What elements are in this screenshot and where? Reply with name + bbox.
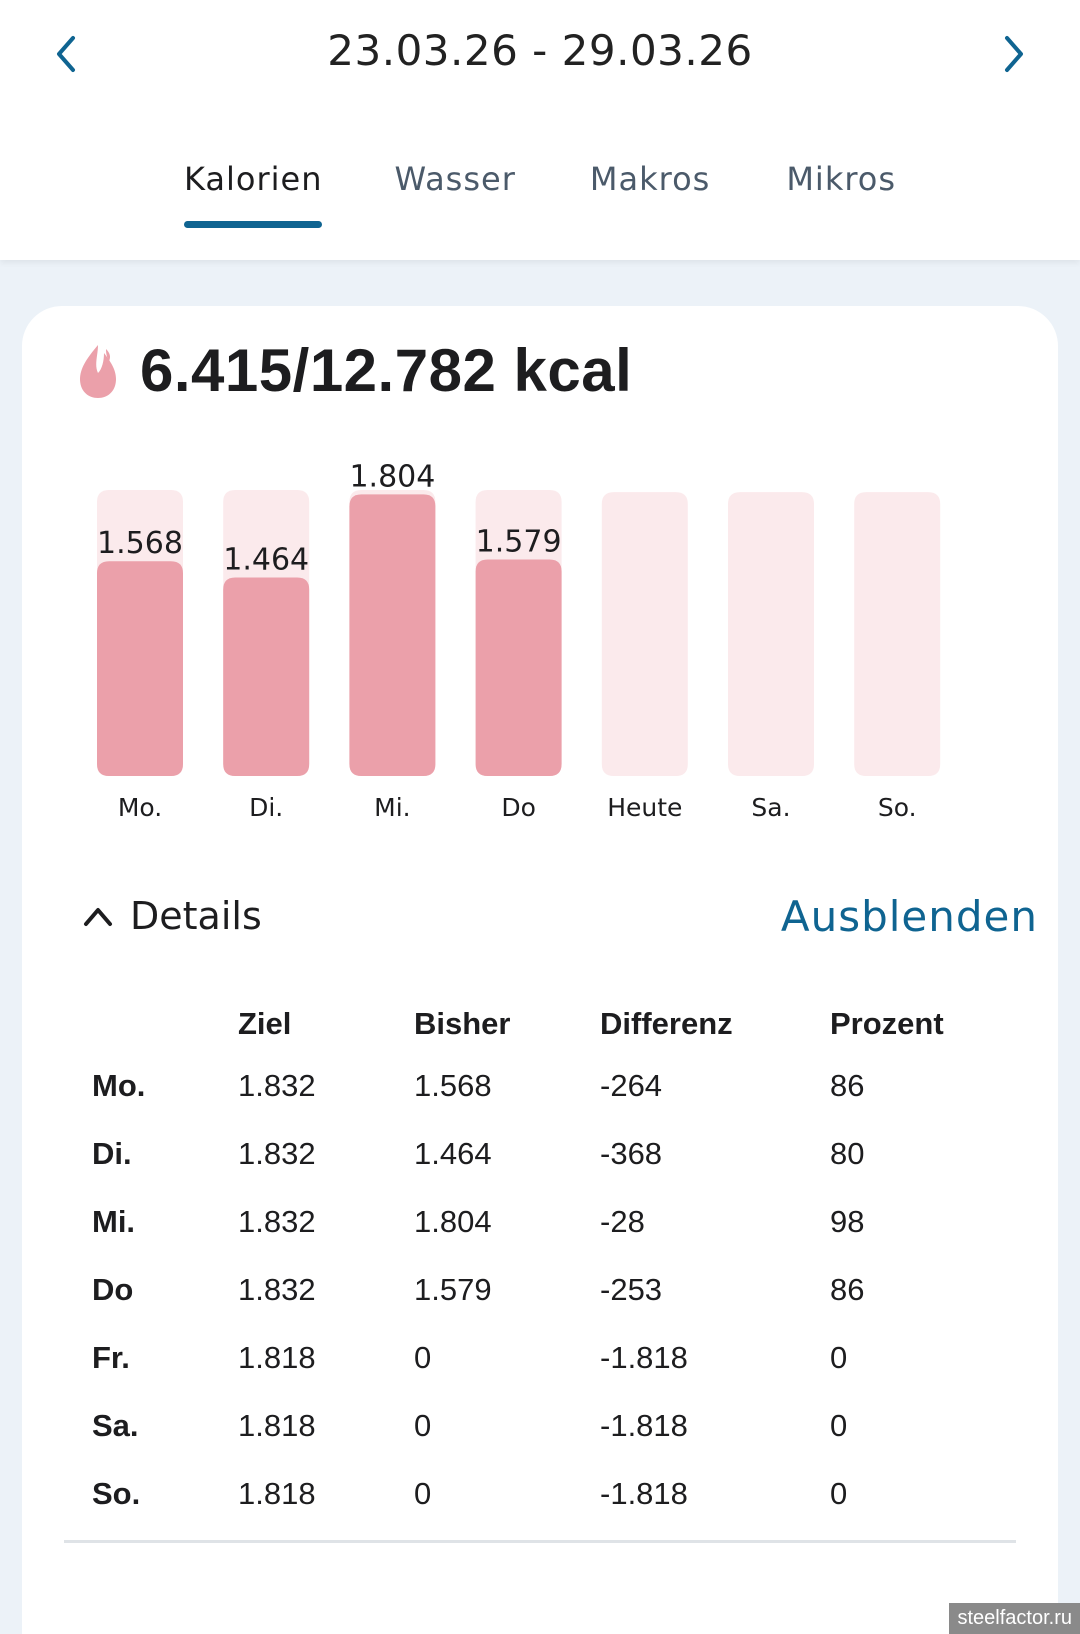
details-label: Details: [130, 894, 262, 938]
chevron-left-icon: [57, 36, 75, 72]
tab-mikros[interactable]: Mikros: [786, 160, 897, 198]
watermark: steelfactor.ru: [949, 1603, 1080, 1634]
top-bar: 23.03.26 - 29.03.26 Kalorien Wasser Makr…: [0, 0, 1080, 260]
cell-bisher: 1.464: [414, 1136, 492, 1171]
data-label-0: 1.568: [97, 526, 183, 561]
x-tick-label-2: Mi.: [374, 793, 410, 822]
next-week-button[interactable]: [984, 24, 1044, 84]
cell-ziel: 1.832: [238, 1204, 316, 1239]
x-tick-label-3: Do: [501, 793, 536, 822]
data-label-3: 1.579: [476, 524, 562, 559]
divider: [64, 1540, 1016, 1543]
calorie-bar-chart: 1.568 Mo. 1.464 Di. 1.804 Mi. 1.579 Do Heute Sa. S…: [97, 459, 941, 822]
cell-ziel: 1.832: [238, 1136, 316, 1171]
consumed-bar-3[interactable]: [475, 559, 562, 776]
column-header-bisher: Bisher: [414, 1006, 511, 1041]
calorie-chart: 1.568 Mo. 1.464 Di. 1.804 Mi. 1.579 Do Heute Sa. S…: [22, 446, 1058, 846]
cell-bisher: 1.568: [414, 1068, 492, 1103]
cell-ziel: 1.818: [238, 1476, 316, 1511]
cell-prozent: 0: [830, 1408, 848, 1443]
cell-day: Fr.: [92, 1340, 130, 1375]
table-row: Fr. 1.818 0 -1.818 0: [92, 1324, 1000, 1392]
table-row: Mo. 1.832 1.568 -264 86: [92, 1052, 1000, 1120]
calories-card: 6.415/12.782 kcal 1.568 Mo. 1.464 Di. 1.804 M…: [22, 306, 1058, 1634]
consumed-bar-1[interactable]: [223, 577, 310, 776]
cell-differenz: -1.818: [600, 1340, 688, 1375]
cell-ziel: 1.818: [238, 1340, 316, 1375]
table-row: Sa. 1.818 0 -1.818 0: [92, 1392, 1000, 1460]
x-tick-label-4: Heute: [607, 793, 682, 822]
x-tick-label-5: Sa.: [751, 793, 790, 822]
calorie-total: 6.415/12.782 kcal: [78, 336, 632, 405]
consumed-bar-0[interactable]: [97, 561, 183, 776]
previous-week-button[interactable]: [36, 24, 96, 84]
cell-prozent: 98: [830, 1204, 865, 1239]
table-row: Di. 1.832 1.464 -368 80: [92, 1120, 1000, 1188]
cell-ziel: 1.832: [238, 1068, 316, 1103]
x-tick-label-1: Di.: [249, 793, 283, 822]
tab-makros[interactable]: Makros: [589, 160, 711, 198]
cell-differenz: -253: [600, 1272, 663, 1307]
cell-ziel: 1.818: [238, 1408, 316, 1443]
cell-day: Mi.: [92, 1204, 136, 1239]
table-header-row: Ziel Bisher Differenz Prozent: [92, 996, 1000, 1052]
table-row: Do 1.832 1.579 -253 86: [92, 1256, 1000, 1324]
cell-bisher: 1.804: [414, 1204, 492, 1239]
details-toggle[interactable]: Details: [82, 894, 262, 938]
goal-bar-5: [728, 492, 814, 776]
cell-differenz: -264: [600, 1068, 663, 1103]
cell-prozent: 0: [830, 1340, 848, 1375]
calorie-total-text: 6.415/12.782 kcal: [140, 337, 633, 404]
cell-differenz: -28: [600, 1204, 645, 1239]
column-header-prozent: Prozent: [830, 1006, 944, 1041]
cell-day: Do: [92, 1272, 134, 1307]
hide-details-button[interactable]: Ausblenden: [780, 891, 1038, 941]
cell-differenz: -1.818: [600, 1476, 688, 1511]
data-label-2: 1.804: [349, 459, 435, 494]
x-tick-label-6: So.: [878, 793, 917, 822]
cell-prozent: 80: [830, 1136, 865, 1171]
cell-day: Di.: [92, 1136, 132, 1171]
details-table: Ziel Bisher Differenz Prozent Mo. 1.832 1.…: [92, 996, 1000, 1528]
goal-bar-4: [601, 492, 688, 776]
cell-day: So.: [92, 1476, 141, 1511]
cell-prozent: 0: [830, 1476, 848, 1511]
goal-bar-6: [854, 492, 941, 776]
cell-day: Mo.: [92, 1068, 146, 1103]
flame-icon: [80, 344, 116, 398]
cell-bisher: 0: [414, 1340, 432, 1375]
data-label-1: 1.464: [223, 542, 309, 577]
cell-bisher: 0: [414, 1408, 432, 1443]
date-range: 23.03.26 - 29.03.26: [327, 26, 753, 75]
chevron-right-icon: [1005, 36, 1023, 72]
table-row: Mi. 1.832 1.804 -28 98: [92, 1188, 1000, 1256]
column-header-ziel: Ziel: [238, 1006, 292, 1041]
tab-kalorien[interactable]: Kalorien: [183, 160, 323, 228]
cell-prozent: 86: [830, 1068, 865, 1103]
chevron-up-icon: [84, 908, 112, 926]
details-header: Details Ausblenden: [82, 886, 1038, 946]
table-row: So. 1.818 0 -1.818 0: [92, 1460, 1000, 1528]
tab-bar: Kalorien Wasser Makros Mikros: [0, 160, 1080, 228]
x-tick-label-0: Mo.: [118, 793, 162, 822]
tab-wasser[interactable]: Wasser: [394, 160, 516, 198]
cell-differenz: -1.818: [600, 1408, 688, 1443]
cell-bisher: 1.579: [414, 1272, 492, 1307]
cell-prozent: 86: [830, 1272, 865, 1307]
cell-bisher: 0: [414, 1476, 432, 1511]
cell-differenz: -368: [600, 1136, 663, 1171]
column-header-differenz: Differenz: [600, 1006, 733, 1041]
cell-day: Sa.: [92, 1408, 139, 1443]
consumed-bar-2[interactable]: [349, 494, 436, 776]
cell-ziel: 1.832: [238, 1272, 316, 1307]
column-header-day: [92, 996, 238, 1052]
